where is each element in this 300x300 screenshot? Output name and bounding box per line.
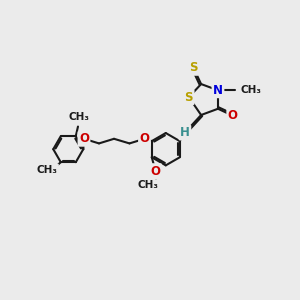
Text: S: S (184, 91, 193, 104)
Text: CH₃: CH₃ (37, 164, 58, 175)
Text: CH₃: CH₃ (137, 180, 158, 190)
Text: O: O (228, 109, 238, 122)
Text: O: O (140, 132, 149, 145)
Text: CH₃: CH₃ (69, 112, 90, 122)
Text: O: O (151, 165, 160, 178)
Text: S: S (189, 61, 198, 74)
Text: N: N (213, 84, 223, 97)
Text: O: O (79, 132, 89, 145)
Text: H: H (180, 126, 190, 139)
Text: CH₃: CH₃ (240, 85, 261, 95)
